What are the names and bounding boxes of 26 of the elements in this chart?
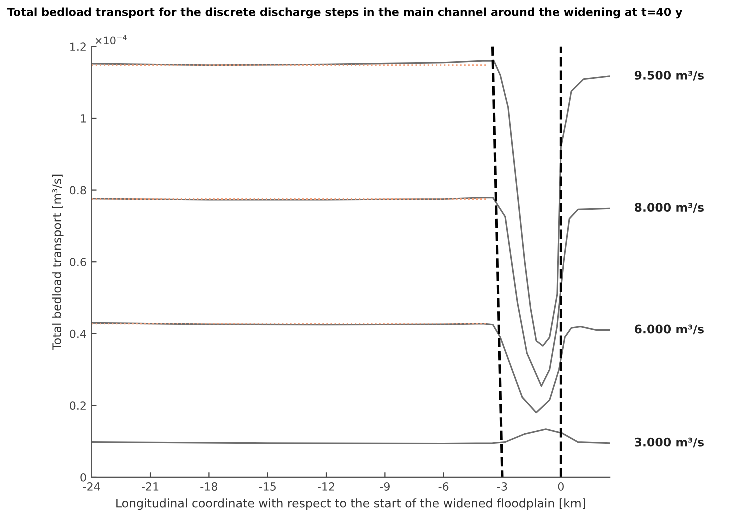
y-axis-title: Total bedload transport [m³/s]	[52, 174, 64, 350]
x-axis-title: Longitudinal coordinate with respect to the start of the widened floodplain [km]	[116, 498, 586, 510]
y-tick-label: 0.8	[70, 186, 86, 195]
chart-title: Total bedload transport for the discrete discharge steps in the main channel around the widening at t=40 y	[7, 8, 683, 19]
y-tick-label: 0.6	[70, 258, 86, 266]
x-tick-label: -9	[380, 482, 390, 491]
text: 8.000 m³/s	[634, 203, 704, 213]
y-tick-label: 0.4	[70, 330, 86, 338]
x-tick-label: -24	[83, 482, 100, 491]
y-tick-label: 1.2	[70, 42, 86, 51]
x-tick-label: 0	[558, 482, 564, 491]
y-tick-label: 0.2	[70, 402, 86, 410]
x-tick-label: -15	[259, 482, 276, 491]
line-series	[92, 428, 610, 444]
x-tick-label: -12	[318, 482, 334, 491]
text: ×10$^{−4}$	[96, 35, 127, 45]
x-tick-label: -21	[142, 482, 159, 491]
y-tick-label: 0	[80, 473, 86, 482]
x-tick-label: -3	[498, 482, 508, 491]
line-series	[92, 322, 610, 414]
text: 3.000 m³/s	[635, 438, 704, 448]
y-tick-label: 1	[81, 114, 86, 123]
text: 6.000 m³/s	[635, 324, 704, 335]
text: 9.500 m³/s	[634, 71, 704, 81]
x-tick-label: -6	[438, 482, 449, 491]
x-tick-label: -18	[200, 482, 218, 491]
